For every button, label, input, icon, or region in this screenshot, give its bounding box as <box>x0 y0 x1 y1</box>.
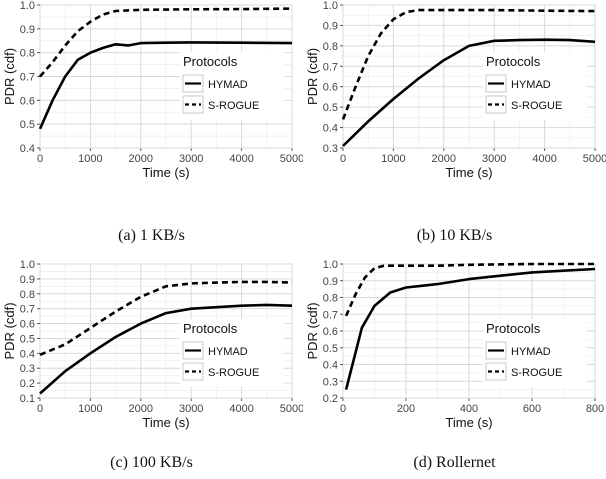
y-tick-label: 1.0 <box>323 0 338 12</box>
x-axis-title: Time (s) <box>142 165 189 180</box>
y-tick-label: 1.0 <box>20 0 35 12</box>
y-tick-label: 1.0 <box>323 259 338 271</box>
x-tick-label: 0 <box>340 153 346 165</box>
x-tick-label: 800 <box>586 403 604 415</box>
y-tick-label: 0.4 <box>323 123 338 135</box>
series-line-s-rogue <box>39 7 293 78</box>
y-tick-label: 0.6 <box>323 326 338 338</box>
x-axis-title: Time (s) <box>445 415 492 430</box>
x-tick-label: 0 <box>37 403 43 415</box>
series-line-hymad <box>38 41 293 130</box>
x-tick-label: 600 <box>523 403 541 415</box>
y-tick-label: 0.3 <box>323 143 338 155</box>
x-tick-label: 200 <box>397 403 415 415</box>
y-tick-label: 0.8 <box>323 41 338 53</box>
y-tick-label: 0.5 <box>20 119 35 131</box>
chart-panel-c: 0 1000 2000 3000 4000 5000 0.1 0.2 0.3 0.4 0.5 0.6 0… <box>0 252 304 460</box>
y-tick-label: 0.6 <box>20 319 35 331</box>
chart-panel-b: 0 1000 2000 3000 4000 5000 0.3 0.4 0.5 0.6 0.7 0.8 0… <box>303 0 606 210</box>
x-tick-label: 0 <box>340 403 346 415</box>
y-tick-label: 0.9 <box>323 20 338 32</box>
y-tick-label: 0.6 <box>323 82 338 94</box>
x-tick-label: 3000 <box>179 153 203 165</box>
y-tick-label: 0.8 <box>20 48 35 60</box>
legend-label: S-ROGUE <box>511 100 562 112</box>
series-line-hymad <box>39 303 293 395</box>
y-tick-label: 0.6 <box>20 95 35 107</box>
series-line-s-rogue <box>39 280 293 357</box>
legend-label: HYMAD <box>511 79 551 91</box>
x-tick-label: 4000 <box>229 153 253 165</box>
x-tick-label: 2000 <box>129 403 153 415</box>
x-axis-title: Time (s) <box>445 165 492 180</box>
legend-label: S-ROGUE <box>208 367 259 379</box>
y-tick-label: 0.9 <box>323 276 338 288</box>
legend-title: Protocols <box>183 54 238 69</box>
y-tick-label: 0.4 <box>20 348 35 360</box>
y-tick-label: 0.7 <box>323 309 338 321</box>
y-tick-label: 0.5 <box>323 343 338 355</box>
legend-title: Protocols <box>486 321 541 336</box>
x-tick-label: 1000 <box>381 153 405 165</box>
legend-label: S-ROGUE <box>208 100 259 112</box>
legend-label: HYMAD <box>511 346 551 358</box>
chart-svg: 0 1000 2000 3000 4000 5000 0.3 0.4 0.5 0.6 0.7 0.8 0… <box>305 0 606 180</box>
x-tick-label: 5000 <box>583 153 606 165</box>
y-tick-label: 0.7 <box>20 72 35 84</box>
series-line-hymad <box>342 38 596 147</box>
y-tick-label: 0.7 <box>323 61 338 73</box>
y-axis-title: PDR (cdf) <box>305 302 320 359</box>
chart-svg: 0 200 400 600 800 0.2 0.3 0.4 0.5 0.6 0.7 0.8 0.9 1.0… <box>305 259 604 430</box>
caption-b: (b) 10 KB/s <box>416 227 493 244</box>
legend-label: S-ROGUE <box>511 367 562 379</box>
legend-label: HYMAD <box>208 346 248 358</box>
legend-title: Protocols <box>486 54 541 69</box>
x-tick-label: 1000 <box>78 153 102 165</box>
y-tick-label: 0.4 <box>323 360 338 372</box>
x-tick-label: 3000 <box>482 153 506 165</box>
y-tick-label: 0.8 <box>20 289 35 301</box>
chart-svg: 0 1000 2000 3000 4000 5000 0.1 0.2 0.3 0.4 0.5 0.6 0… <box>2 259 304 430</box>
y-tick-label: 0.9 <box>20 24 35 36</box>
x-tick-label: 5000 <box>280 153 303 165</box>
y-tick-label: 0.4 <box>20 143 35 155</box>
y-tick-label: 0.9 <box>20 274 35 286</box>
y-tick-label: 0.2 <box>323 393 338 405</box>
chart-panel-d: 0 200 400 600 800 0.2 0.3 0.4 0.5 0.6 0.7 0.8 0.9 1.0… <box>303 252 606 460</box>
caption-c: (c) 100 KB/s <box>110 454 193 471</box>
y-tick-label: 0.5 <box>323 102 338 114</box>
x-tick-label: 1000 <box>78 403 102 415</box>
y-axis-title: PDR (cdf) <box>305 48 320 105</box>
y-tick-label: 0.7 <box>20 304 35 316</box>
y-axis-title: PDR (cdf) <box>2 48 17 105</box>
y-axis-title: PDR (cdf) <box>2 302 17 359</box>
y-tick-label: 0.1 <box>20 393 35 405</box>
x-tick-label: 5000 <box>280 403 303 415</box>
x-tick-label: 4000 <box>532 153 556 165</box>
x-tick-label: 3000 <box>179 403 203 415</box>
caption-a: (a) 1 KB/s <box>118 227 185 244</box>
x-tick-label: 2000 <box>432 153 456 165</box>
x-axis-title: Time (s) <box>142 415 189 430</box>
x-tick-label: 0 <box>37 153 43 165</box>
x-tick-label: 400 <box>460 403 478 415</box>
caption-d: (d) Rollernet <box>413 454 496 471</box>
series-line-hymad <box>344 267 596 390</box>
y-tick-label: 0.2 <box>20 378 35 390</box>
y-tick-label: 0.3 <box>323 376 338 388</box>
series-line-s-rogue <box>344 262 595 317</box>
y-tick-label: 0.8 <box>323 293 338 305</box>
chart-svg: 0 1000 2000 3000 4000 5000 0.4 0.5 0.6 0.7 0.8 0.9 1… <box>2 0 304 180</box>
x-tick-label: 2000 <box>129 153 153 165</box>
y-tick-label: 0.5 <box>20 333 35 345</box>
chart-panel-a: 0 1000 2000 3000 4000 5000 0.4 0.5 0.6 0.7 0.8 0.9 1… <box>0 0 304 210</box>
y-tick-label: 0.3 <box>20 363 35 375</box>
legend-label: HYMAD <box>208 79 248 91</box>
x-tick-label: 4000 <box>229 403 253 415</box>
y-tick-label: 1.0 <box>20 259 35 271</box>
series-line-s-rogue <box>341 8 596 120</box>
legend-title: Protocols <box>183 321 238 336</box>
